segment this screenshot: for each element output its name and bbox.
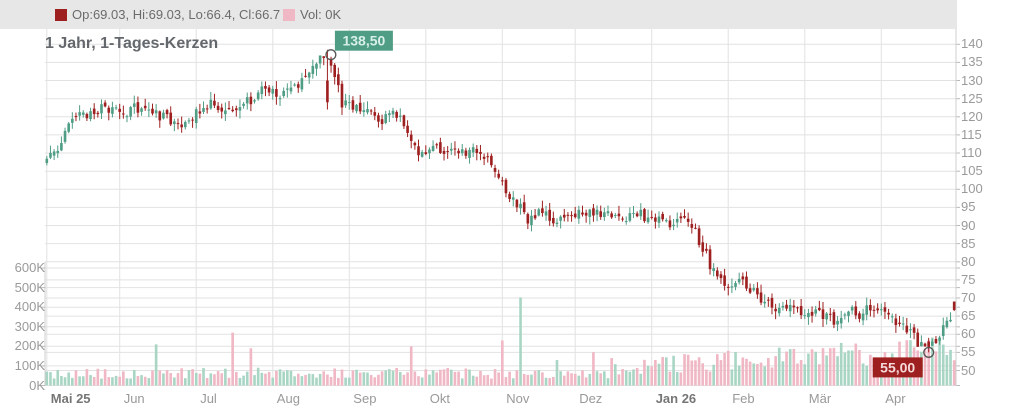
svg-text:55,00: 55,00	[880, 359, 915, 375]
svg-text:138,50: 138,50	[342, 33, 385, 49]
